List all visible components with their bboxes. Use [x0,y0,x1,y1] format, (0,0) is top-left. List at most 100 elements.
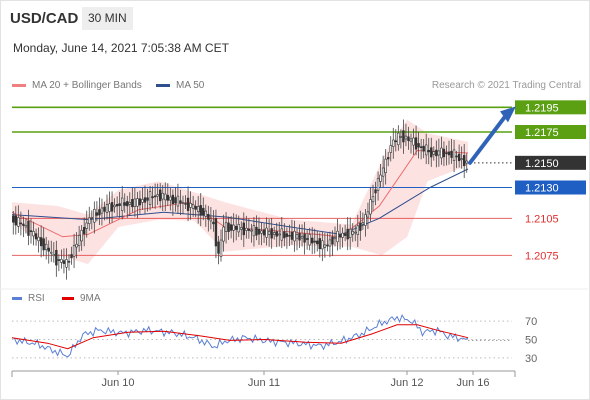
candle-body [407,136,410,142]
candle-body [50,251,53,254]
candle-body [199,205,202,216]
candle-body [65,259,68,268]
candle-body [257,228,261,235]
research-credit: Research © 2021 Trading Central [431,80,581,91]
candle-body [121,197,124,211]
candle-body [435,149,438,157]
candle-body [265,227,268,238]
candle-body [333,237,337,240]
legend-9ma: 9MA [62,293,101,304]
candle-body [369,199,372,215]
candle-body [300,236,304,239]
timeframe-button[interactable]: 30 MIN [82,7,133,30]
candle-body [432,151,435,155]
candle-body [133,198,137,207]
level-label-1.2150: 1.2150 [525,158,559,170]
level-label-1.2075: 1.2075 [525,250,559,262]
candle-body [169,196,172,201]
ma50-line [11,168,469,235]
candle-body [445,152,448,155]
candle-body [310,237,314,244]
forecast-arrow-head [500,106,516,123]
candle-body [72,245,76,257]
candle-body [222,226,225,242]
candle-body [242,222,245,236]
candle-body [219,239,223,257]
candle-body [217,241,220,254]
legend-rsi: RSI [12,293,45,304]
candle-body [404,135,408,140]
candle-body [366,211,370,218]
candle-body [17,217,20,227]
candle-body [252,225,256,237]
candle-body [250,229,253,232]
candle-body [103,206,106,212]
candle-body [161,192,164,200]
candle-body [52,253,56,257]
candle-body [272,232,276,235]
candle-body [95,212,99,216]
level-label-1.2175: 1.2175 [525,127,559,139]
candle-body [153,195,157,198]
candle-body [338,234,342,238]
candle-body [245,227,248,231]
candle-body [412,137,415,146]
candle-body [331,236,334,245]
rsi-series-9ma [11,324,469,350]
candle-body [341,232,344,238]
candle-body [293,230,296,242]
candle-body [113,204,116,208]
candle-body [240,227,243,230]
candle-body [356,225,359,235]
legend-label-ma50: MA 50 [176,80,205,91]
level-box-1.2150 [515,155,586,170]
candle-body [24,225,28,228]
x-tick-label: Jun 12 [390,377,423,389]
candle-body [126,201,129,207]
candle-body [141,199,144,203]
x-tick-label: Jun 11 [248,377,280,389]
candle-body [14,215,17,226]
candle-body [323,244,327,248]
candle-body [174,197,177,204]
candle-body [67,260,71,263]
candle-body [207,213,210,220]
candle-body [75,243,78,248]
candle-body [318,238,321,250]
candle-body [70,254,73,259]
candle-body [285,233,289,237]
candle-body [305,238,309,240]
candle-body [60,259,63,263]
candle-body [166,194,169,201]
candle-body [351,231,354,235]
legend-swatch-ma50 [156,83,170,87]
candle-body [44,243,48,251]
legend-swatch-rsi [12,296,22,300]
candle-body [42,238,45,251]
x-tick-label: Jun 16 [456,377,489,389]
symbol-title: USD/CAD [10,10,79,27]
candle-body [399,136,403,138]
candle-body [414,137,418,150]
legend-label-rsi: RSI [28,293,45,304]
candle-body [267,231,271,235]
candle-body [151,196,154,199]
candle-body [465,160,468,164]
candle-body [346,228,349,240]
legend-bollinger: MA 20 + Bollinger Bands [12,80,142,91]
candle-body [381,167,385,177]
candle-body [146,197,149,201]
candle-body [336,230,339,243]
level-label-1.2130: 1.2130 [525,183,559,195]
candle-body [394,140,397,143]
candle-body [313,240,316,243]
candle-body [409,138,413,142]
candle-body [29,230,33,232]
candle-body [392,139,395,147]
candle-body [364,214,367,226]
candle-body [229,224,233,231]
x-tick-label: Jun 10 [101,377,134,389]
level-label-1.2195: 1.2195 [525,102,559,114]
candle-body [424,144,428,156]
candle-body [27,220,30,236]
